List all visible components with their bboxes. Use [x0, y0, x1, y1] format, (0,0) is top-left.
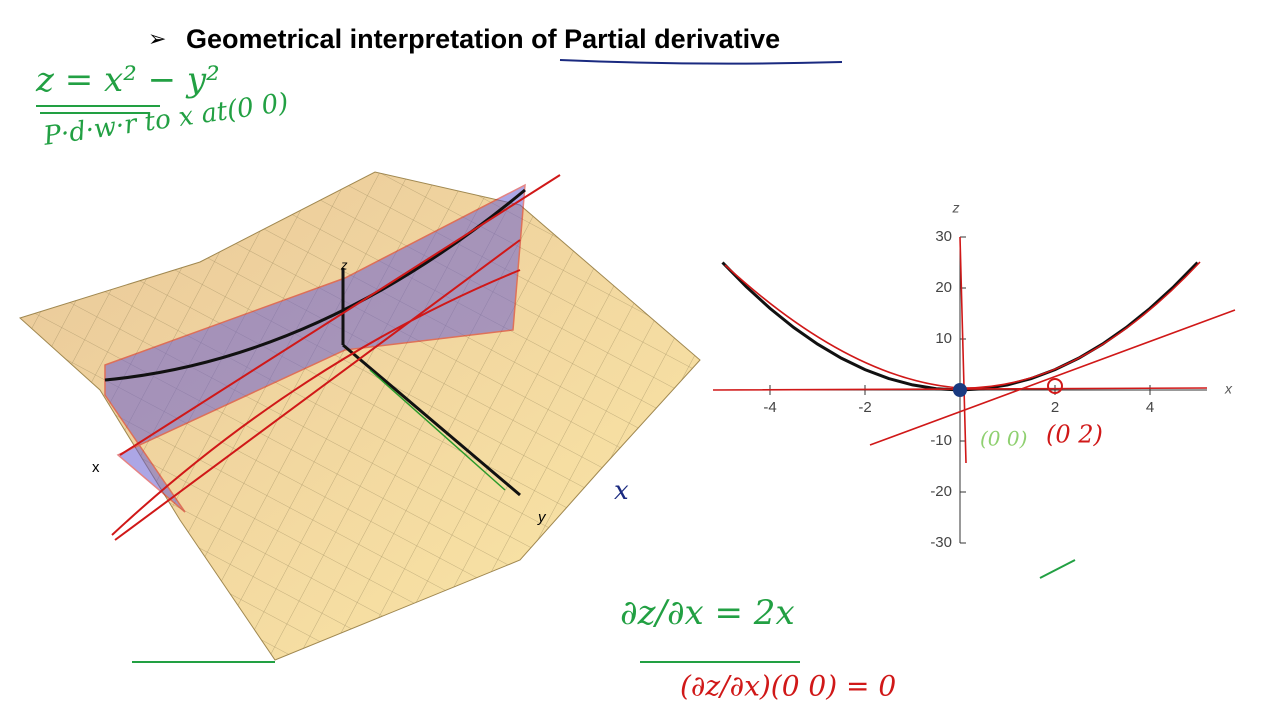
y-tick-label: -30 — [930, 534, 952, 551]
note: (0 2) — [1046, 421, 1103, 449]
axis-label: z — [340, 257, 348, 272]
note: z = x² − y² — [35, 60, 220, 100]
note: (∂z/∂x)(0 0) = 0 — [680, 670, 896, 703]
y-tick-label: -10 — [930, 432, 952, 449]
y-axis — [342, 343, 521, 497]
note-underline — [36, 105, 160, 114]
bullet: ➢ — [148, 26, 166, 51]
underline — [559, 59, 843, 65]
x-tick-label: -4 — [763, 399, 776, 416]
parabola-plot: x z -4 -2 2 4 -30 -20 -10 10 20 30 — [712, 200, 1236, 551]
axis-label: y — [537, 509, 547, 526]
strokes — [132, 559, 1076, 663]
point-mark — [1047, 378, 1063, 394]
note: (0 0) — [980, 427, 1027, 451]
y-axis-label: z — [952, 200, 960, 216]
note: ∂z/∂x = 2x — [620, 593, 795, 633]
y-tick-label: -20 — [930, 483, 952, 500]
x-tick-label: 2 — [1051, 399, 1059, 416]
x-axis-label: x — [1224, 381, 1233, 397]
x-tick-label: -2 — [858, 399, 871, 416]
red-sketch — [712, 236, 1236, 464]
x-tick-label: 4 — [1146, 399, 1154, 416]
y-tick-label: 30 — [935, 228, 952, 245]
tangent-sketch — [111, 174, 561, 541]
surface-plot: x y z — [19, 171, 701, 661]
surface-mesh — [20, 172, 700, 660]
axis-label: x — [92, 459, 100, 476]
note: x — [614, 476, 629, 506]
y-tick-label: 20 — [935, 279, 952, 296]
origin-dot — [953, 383, 967, 397]
slide-title: Geometrical interpretation of Partial de… — [186, 24, 780, 54]
green-line — [369, 369, 506, 491]
y-tick-label: 10 — [935, 330, 952, 347]
